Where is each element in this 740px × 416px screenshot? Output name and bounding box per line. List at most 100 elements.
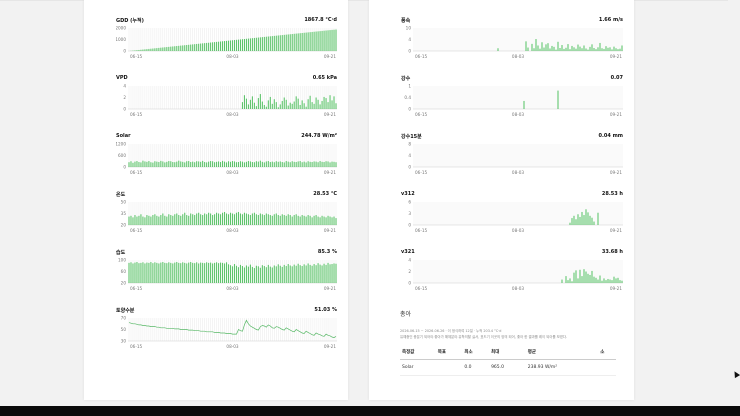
chart-title: 강수 — [401, 76, 411, 82]
bar — [241, 39, 243, 51]
bar — [569, 222, 571, 225]
bar — [259, 267, 261, 283]
bar — [233, 264, 236, 283]
bar — [335, 218, 337, 225]
bar — [233, 214, 236, 225]
bar — [170, 215, 172, 225]
x-tick-label: 09-21 — [324, 344, 337, 349]
bar — [553, 46, 555, 51]
bar — [158, 216, 160, 225]
bar — [142, 262, 144, 283]
x-tick-label: 08-03 — [226, 54, 239, 59]
bar — [269, 96, 271, 109]
x-tick-label: 09-21 — [610, 112, 623, 117]
bar — [263, 162, 265, 167]
bar — [214, 262, 216, 283]
x-tick-label: 08-03 — [226, 344, 239, 349]
bar — [206, 42, 208, 51]
bar — [313, 103, 315, 109]
bar — [261, 37, 263, 51]
bar — [329, 30, 331, 51]
bar — [235, 162, 238, 167]
y-tick-label: 4 — [408, 37, 411, 42]
bar — [615, 278, 617, 283]
bar — [204, 213, 206, 225]
bar — [621, 280, 623, 283]
chart-current-value: 28.53 h — [601, 191, 623, 197]
bar — [170, 46, 172, 51]
bar — [188, 215, 190, 225]
bar — [180, 161, 182, 167]
cell-max: 965.0 — [489, 359, 526, 376]
cell-min: 0.0 — [462, 359, 490, 376]
bar — [269, 162, 271, 167]
bar — [247, 104, 249, 109]
bar — [166, 263, 168, 283]
bar — [609, 279, 611, 283]
bar — [315, 97, 317, 109]
bar — [162, 161, 164, 167]
bar — [194, 215, 196, 225]
bar — [311, 102, 313, 109]
bar — [587, 273, 589, 283]
bar — [223, 211, 226, 225]
bar — [251, 213, 253, 225]
bar — [549, 48, 551, 51]
bar — [202, 215, 204, 225]
bar — [138, 162, 140, 167]
bar — [523, 100, 525, 109]
x-tick-label: 09-21 — [324, 54, 337, 59]
bar — [243, 38, 245, 51]
bar — [335, 29, 337, 51]
bar — [621, 45, 623, 51]
bar — [202, 160, 204, 167]
bar — [297, 33, 299, 51]
bar — [182, 45, 184, 51]
bar — [263, 104, 265, 109]
bar — [321, 30, 323, 51]
x-tick-label: 06-15 — [130, 170, 143, 175]
y-tick-label: 10 — [406, 26, 412, 31]
bar — [253, 37, 255, 51]
chart-left-2: Solar 244.78 W/m² 1200 600 0 06-15 08-03 09-21 — [116, 133, 337, 175]
bar — [593, 48, 595, 51]
bar — [214, 162, 216, 167]
bar — [287, 34, 289, 51]
bar — [198, 43, 200, 51]
bar — [575, 48, 577, 51]
bar — [327, 215, 329, 225]
bar — [140, 214, 142, 225]
bar — [607, 47, 609, 51]
bar — [231, 213, 234, 225]
bar — [275, 35, 277, 51]
bar — [265, 213, 267, 225]
bar — [227, 264, 230, 283]
bar — [589, 215, 591, 225]
bar — [198, 161, 200, 167]
y-tick-label: 0 — [408, 107, 411, 112]
bar — [283, 97, 285, 109]
bar — [267, 161, 269, 167]
bar — [577, 44, 579, 51]
bar — [561, 279, 563, 283]
bar — [128, 262, 130, 283]
bar — [311, 31, 313, 51]
bar — [253, 162, 255, 167]
x-tick-label: 06-15 — [415, 228, 428, 233]
bar — [138, 49, 140, 51]
bar — [130, 262, 132, 283]
bar — [291, 34, 293, 51]
bar — [555, 49, 557, 51]
bar — [140, 162, 142, 167]
chart-title: VPD — [116, 75, 128, 81]
bar — [571, 281, 573, 283]
bar — [233, 40, 236, 51]
bar — [267, 100, 269, 109]
bar — [597, 47, 599, 51]
bar — [158, 263, 160, 283]
bar — [287, 105, 289, 109]
bar — [253, 212, 255, 225]
x-tick-label: 08-03 — [226, 286, 239, 291]
bar — [136, 161, 138, 167]
chart-current-value: 51.03 % — [314, 307, 337, 313]
